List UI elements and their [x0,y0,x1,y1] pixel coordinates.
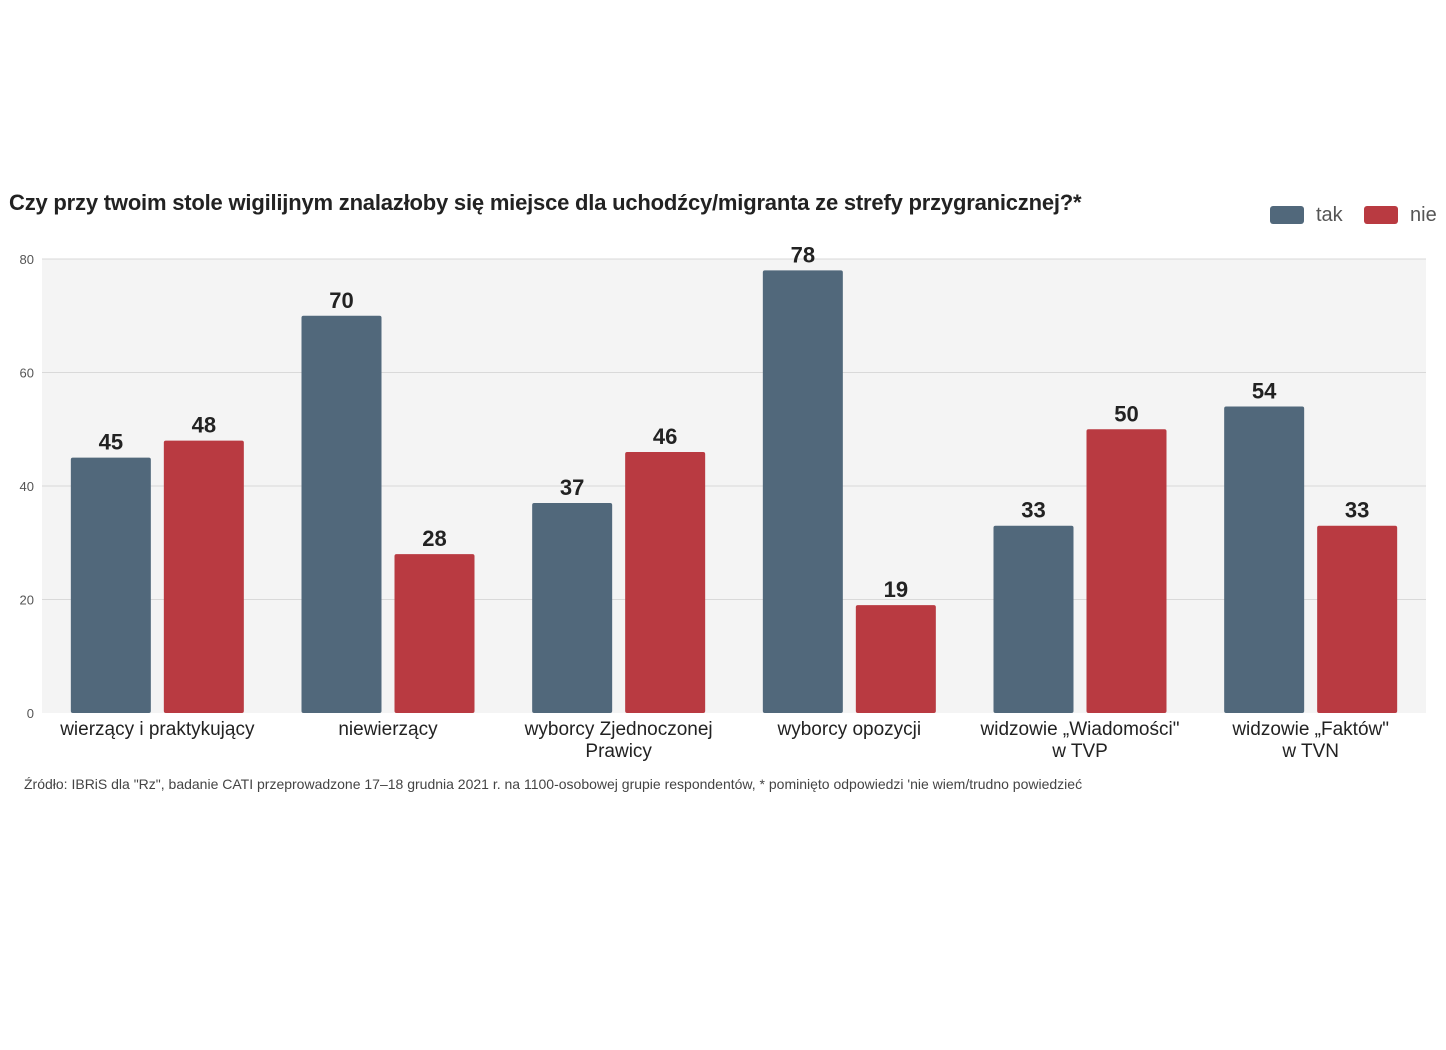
legend-label-nie: nie [1410,203,1437,226]
category-label: w TVP [1051,741,1108,762]
bar-tak [70,457,151,713]
category-label: widzowie „Faktów" [1231,719,1389,740]
value-label-nie: 50 [1114,401,1138,426]
value-label-nie: 48 [192,413,216,438]
bar-tak [532,503,613,713]
bar-nie [1086,429,1167,713]
bar-tak [993,525,1074,713]
bar-nie [394,554,475,713]
y-tick-label: 0 [27,706,34,721]
y-tick-label: 80 [20,252,34,267]
category-label: niewierzący [338,719,438,740]
bar-nie [1317,525,1398,713]
value-label-nie: 46 [653,424,677,449]
category-label: wierzący i praktykujący [59,719,255,740]
value-label-tak: 37 [560,475,584,500]
legend-swatch-nie [1364,206,1398,224]
bar-tak [301,315,382,713]
category-label: wyborcy opozycji [777,719,922,740]
y-tick-label: 40 [20,479,34,494]
value-label-tak: 45 [99,430,123,455]
legend-swatch-tak [1270,206,1304,224]
y-tick-label: 60 [20,366,34,381]
bar-chart: 0 20 40 60 80 45 48 wierzący i praktykujący 70 28… [20,242,1426,762]
bar-tak [762,270,843,713]
value-label-tak: 54 [1252,379,1277,404]
chart-title: Czy przy twoim stole wigilijnym znalazło… [9,190,1082,215]
category-label: widzowie „Wiadomości" [980,719,1180,740]
value-label-nie: 28 [422,526,446,551]
legend-item-nie: nie [1364,202,1437,228]
category-label: w TVN [1281,741,1339,762]
value-label-nie: 19 [884,577,908,602]
source-note: Źródło: IBRiS dla "Rz", badanie CATI prz… [24,776,1083,792]
value-label-nie: 33 [1345,498,1369,523]
category-label: Prawicy [585,741,652,762]
value-label-tak: 70 [329,288,353,313]
value-label-tak: 78 [791,242,815,267]
bar-tak [1224,406,1305,713]
value-label-tak: 33 [1021,498,1045,523]
legend-label-tak: tak [1316,203,1343,226]
legend-item-tak: tak [1270,202,1343,228]
bar-nie [625,451,706,713]
legend: tak nie [1270,202,1446,228]
category-label: wyborcy Zjednoczonej [524,719,713,740]
bar-nie [163,440,244,713]
y-tick-label: 20 [20,593,34,608]
bar-nie [855,605,936,713]
